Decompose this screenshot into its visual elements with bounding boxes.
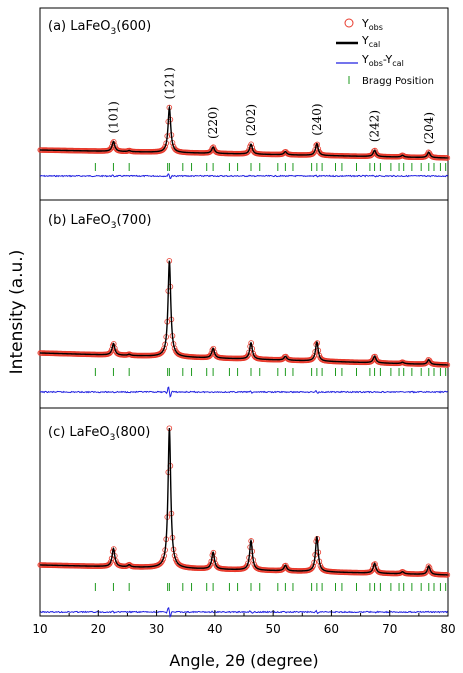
hkl-label: (121) (162, 67, 176, 99)
obs-point (310, 563, 316, 569)
x-axis-label: Angle, 2θ (degree) (169, 651, 318, 670)
legend: Yobs Ycal Yobs-Ycal Bragg Position (336, 17, 434, 87)
obs-point (207, 561, 214, 568)
panel-b (37, 258, 451, 398)
obs-point (107, 559, 114, 565)
x-tick-label: 20 (91, 622, 106, 636)
hkl-label: (242) (368, 110, 382, 142)
legend-obs-marker (344, 18, 354, 28)
legend-diff-label: Yobs-Ycal (361, 53, 404, 68)
x-tick-label: 40 (207, 622, 222, 636)
obs-point (206, 563, 213, 570)
calc-line (40, 260, 448, 366)
calc-line (40, 104, 448, 159)
diff-line (39, 606, 449, 619)
diff-line (39, 173, 449, 180)
x-tick-label: 50 (266, 622, 281, 636)
x-tick-label: 70 (382, 622, 397, 636)
hkl-label: (101) (106, 101, 120, 133)
hkl-label: (240) (310, 103, 324, 135)
legend-bragg-label: Bragg Position (362, 76, 434, 87)
x-tick-label: 60 (324, 622, 339, 636)
panel-a: (101) (121) (220) (202) (240) (242) (204) (37, 67, 451, 180)
x-tick-label: 80 (440, 622, 455, 636)
obs-point (160, 556, 166, 563)
obs-point (425, 563, 432, 570)
x-tick-label: 10 (32, 622, 47, 636)
obs-point (162, 143, 168, 150)
panel-a-label: (a) LaFeO3(600) (48, 19, 151, 37)
hkl-label: (220) (206, 107, 220, 139)
panels: (101) (121) (220) (202) (240) (242) (204) (37, 67, 451, 619)
x-tick-label: 30 (149, 622, 164, 636)
legend-cal-label: Ycal (361, 34, 380, 49)
legend-obs-label: Yobs (361, 17, 383, 32)
obs-point (245, 352, 251, 359)
x-axis-ticks: 10 20 30 40 50 60 70 80 (32, 610, 456, 636)
hkl-label: (204) (422, 112, 436, 144)
obs-point (248, 141, 254, 148)
panel-c (37, 425, 451, 619)
obs-point (311, 149, 317, 156)
obs-point (372, 353, 378, 360)
calc-line (39, 428, 448, 576)
obs-point (244, 353, 250, 360)
plot-frame (39, 7, 449, 617)
panel-b-label: (b) LaFeO3(700) (48, 213, 151, 231)
obs-point (426, 564, 433, 571)
hkl-label: (202) (244, 104, 258, 136)
panel-c-label: (c) LaFeO3(800) (48, 425, 150, 443)
y-axis-label: Intensity (a.u.) (7, 250, 27, 375)
diff-line (39, 386, 448, 398)
obs-point (244, 562, 250, 569)
